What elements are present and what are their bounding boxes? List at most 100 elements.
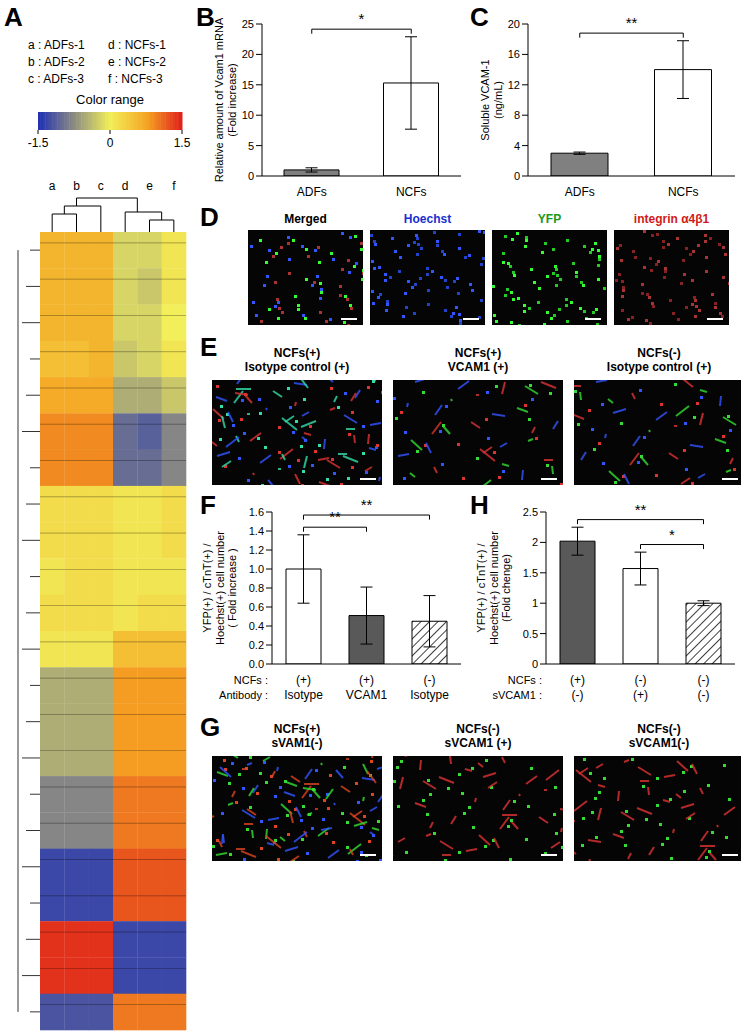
svg-text:-1.5: -1.5 [28, 136, 49, 150]
svg-text:NCFs: NCFs [668, 185, 699, 199]
svg-text:12: 12 [508, 79, 520, 91]
html-text:NCFs(-): NCFs(-) [637, 346, 681, 360]
html-text:NCFs(+): NCFs(+) [273, 722, 321, 736]
html-text:c : ADFs-3: c : ADFs-3 [28, 72, 84, 86]
svg-text:0.4: 0.4 [249, 620, 264, 632]
svg-text:1.5: 1.5 [523, 567, 538, 579]
svg-text:0.6: 0.6 [249, 601, 264, 613]
svg-text:16: 16 [508, 48, 520, 60]
svg-text:(+): (+) [359, 673, 374, 687]
svg-text:(-): (-) [698, 673, 710, 687]
svg-text:(-): (-) [424, 673, 436, 687]
svg-text:Isotype: Isotype [410, 688, 449, 702]
svg-text:**: ** [635, 501, 647, 518]
svg-text:Color range: Color range [76, 92, 144, 107]
html-text:sVCAM1(-): sVCAM1(-) [628, 736, 690, 751]
svg-text:NCFs: NCFs [396, 185, 427, 199]
html-text:sVCAM1 (+): sVCAM1 (+) [444, 736, 512, 751]
html-text:f : NCFs-3: f : NCFs-3 [108, 72, 163, 86]
svg-text:20: 20 [242, 48, 254, 60]
html-text:F: F [200, 490, 216, 520]
html-text:Isotype control (+): Isotype control (+) [244, 360, 350, 375]
svg-text:0: 0 [532, 658, 538, 670]
html-text:C: C [470, 2, 489, 32]
html-text:B: B [196, 2, 215, 32]
svg-text:0: 0 [107, 136, 114, 150]
html-text:Isotype control (+): Isotype control (+) [606, 360, 712, 375]
svg-text:(+): (+) [296, 673, 311, 687]
html-text:(Fold increase): (Fold increase) [226, 63, 238, 137]
html-text:NCFs(-): NCFs(-) [456, 722, 500, 736]
svg-text:*: * [669, 526, 675, 543]
svg-text:b: b [73, 179, 80, 193]
html-text:NCFs(+): NCFs(+) [273, 346, 321, 360]
html-text:Relative amount of Vcam1 mRNA: Relative amount of Vcam1 mRNA [213, 17, 226, 183]
svg-text:0: 0 [248, 170, 254, 182]
svg-text:(+): (+) [633, 688, 648, 702]
html-text:e : NCFs-2: e : NCFs-2 [108, 55, 166, 69]
svg-text:2.5: 2.5 [523, 506, 538, 518]
svg-text:1.5: 1.5 [174, 136, 191, 150]
html-text:NCFs(-): NCFs(-) [637, 722, 681, 736]
svg-text:0.2: 0.2 [249, 639, 264, 651]
svg-text:ADFs: ADFs [297, 185, 327, 199]
html-text:Soluble VCAM-1: Soluble VCAM-1 [479, 59, 492, 141]
svg-text:1.0: 1.0 [249, 563, 264, 575]
svg-text:(-): (-) [572, 688, 584, 702]
svg-text:ADFs: ADFs [565, 185, 595, 199]
svg-text:25: 25 [242, 18, 254, 30]
html-text:(Fold chenge): (Fold chenge) [500, 554, 513, 622]
svg-text:Antibody :: Antibody : [219, 689, 268, 701]
html-text:b : ADFs-2: b : ADFs-2 [28, 55, 85, 69]
svg-text:a: a [49, 179, 56, 193]
html-text:Hoechst(+) cell number: Hoechst(+) cell number [487, 531, 500, 645]
svg-text:2: 2 [532, 536, 538, 548]
svg-text:NCFs :: NCFs : [234, 674, 268, 686]
svg-text:VCAM1: VCAM1 [346, 688, 388, 702]
html-text:YFP: YFP [537, 212, 562, 226]
svg-text:e: e [146, 179, 153, 193]
svg-text:c: c [98, 179, 104, 193]
svg-text:d: d [122, 179, 129, 193]
html-text:A: A [4, 2, 23, 32]
svg-text:*: * [359, 10, 365, 27]
html-text:d : NCFs-1: d : NCFs-1 [108, 38, 166, 52]
svg-text:(-): (-) [698, 688, 710, 702]
html-text:NCFs(+): NCFs(+) [454, 346, 502, 360]
svg-text:Isotype: Isotype [284, 688, 323, 702]
svg-text:(+): (+) [570, 673, 585, 687]
html-text:sVAM1(-): sVAM1(-) [271, 736, 323, 751]
html-text:Hoechst: Hoechst [403, 212, 452, 226]
svg-text:f: f [172, 179, 176, 193]
html-text:Hoechst(+) cell number: Hoechst(+) cell number [213, 531, 226, 645]
svg-text:4: 4 [514, 140, 520, 152]
svg-text:15: 15 [242, 79, 254, 91]
svg-text:5: 5 [248, 140, 254, 152]
svg-text:10: 10 [242, 109, 254, 121]
svg-text:**: ** [329, 508, 341, 525]
svg-text:**: ** [361, 496, 373, 513]
svg-text:0.0: 0.0 [249, 658, 264, 670]
svg-text:sVCAM1 :: sVCAM1 : [492, 689, 542, 701]
svg-text:0.5: 0.5 [523, 628, 538, 640]
svg-text:0: 0 [514, 170, 520, 182]
svg-text:1.6: 1.6 [249, 506, 264, 518]
html-text:E: E [200, 332, 218, 362]
svg-text:8: 8 [514, 109, 520, 121]
html-text:VCAM1 (+): VCAM1 (+) [447, 360, 509, 375]
svg-text:1.4: 1.4 [249, 525, 264, 537]
svg-text:0.8: 0.8 [249, 582, 264, 594]
html-text:H: H [470, 490, 489, 520]
html-text:( Fold increase ): ( Fold increase ) [226, 548, 239, 628]
html-text:integrin α4β1: integrin α4β1 [633, 212, 710, 226]
svg-text:NCFs :: NCFs : [508, 674, 542, 686]
svg-text:1.2: 1.2 [249, 544, 264, 556]
svg-text:(-): (-) [635, 673, 647, 687]
svg-text:1: 1 [532, 597, 538, 609]
html-text:D: D [200, 202, 219, 232]
html-text:G: G [200, 712, 221, 742]
html-text:a : ADFs-1: a : ADFs-1 [28, 38, 85, 52]
html-text:Merged: Merged [284, 212, 327, 226]
svg-text:20: 20 [508, 18, 520, 30]
svg-text:**: ** [626, 14, 638, 31]
